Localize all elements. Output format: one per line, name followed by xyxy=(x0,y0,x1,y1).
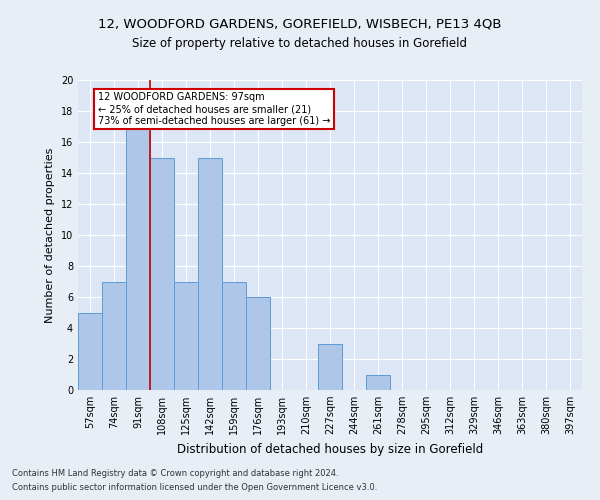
Bar xyxy=(78,312,102,390)
Y-axis label: Number of detached properties: Number of detached properties xyxy=(45,148,55,322)
Bar xyxy=(102,282,126,390)
X-axis label: Distribution of detached houses by size in Gorefield: Distribution of detached houses by size … xyxy=(177,442,483,456)
Bar xyxy=(222,282,246,390)
Text: Size of property relative to detached houses in Gorefield: Size of property relative to detached ho… xyxy=(133,38,467,51)
Bar xyxy=(198,158,222,390)
Bar xyxy=(174,282,198,390)
Text: 12, WOODFORD GARDENS, GOREFIELD, WISBECH, PE13 4QB: 12, WOODFORD GARDENS, GOREFIELD, WISBECH… xyxy=(98,18,502,30)
Bar xyxy=(126,111,150,390)
Bar xyxy=(318,344,342,390)
Text: 12 WOODFORD GARDENS: 97sqm
← 25% of detached houses are smaller (21)
73% of semi: 12 WOODFORD GARDENS: 97sqm ← 25% of deta… xyxy=(98,92,331,126)
Text: Contains HM Land Registry data © Crown copyright and database right 2024.: Contains HM Land Registry data © Crown c… xyxy=(12,468,338,477)
Bar xyxy=(366,374,390,390)
Text: Contains public sector information licensed under the Open Government Licence v3: Contains public sector information licen… xyxy=(12,484,377,492)
Bar xyxy=(150,158,174,390)
Bar xyxy=(246,297,270,390)
